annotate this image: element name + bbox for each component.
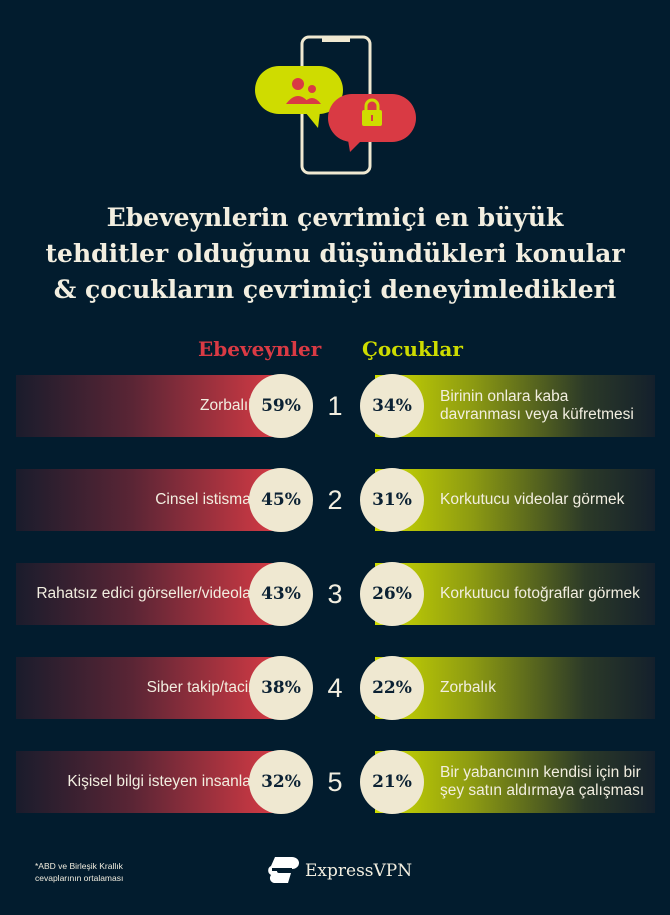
child-value: 21% [360,750,424,814]
parent-value: 43% [249,562,313,626]
parent-label: Rahatsız edici görseller/videolar [36,585,256,602]
page-title: Ebeveynlerin çevrimiçi en büyük tehditle… [0,200,670,308]
rank-number: 5 [327,767,343,797]
footnote-line: *ABD ve Birleşik Krallık [35,861,123,871]
parent-bar [16,751,274,813]
parent-value: 32% [249,750,313,814]
child-label: Korkutucu fotoğraflar görmek [440,584,640,602]
parent-value: 45% [249,468,313,532]
parent-value: 38% [249,656,313,720]
parent-label: Zorbalık [200,397,256,414]
lock-chat-bubble-icon [328,94,416,152]
parent-bar [16,469,274,531]
rank-number: 3 [327,579,343,609]
parent-bar [16,563,274,625]
child-value: 26% [360,562,424,626]
child-value: 22% [360,656,424,720]
rank-number: 1 [327,391,343,421]
phone-chat-illustration [255,35,416,175]
expressvpn-logo-icon [268,857,299,883]
parent-label: Kişisel bilgi isteyen insanlar [67,773,256,790]
child-label: Bir yabancının kendisi için bir şey satı… [440,763,645,800]
footnote: *ABD ve Birleşik Krallık cevaplarının or… [35,860,123,884]
parent-bar [16,657,274,719]
brand-name: ExpressVPN [305,861,413,881]
child-label: Zorbalık [440,678,496,696]
people-chat-bubble-icon [255,66,343,128]
child-value: 34% [360,374,424,438]
footnote-line: cevaplarının ortalaması [35,873,124,883]
child-label: Korkutucu videolar görmek [440,490,625,508]
title-line: & çocukların çevrimiçi deneyimledikleri [53,275,617,304]
child-label: Birinin onlara kaba davranması veya küfr… [440,387,634,424]
parent-value: 59% [249,374,313,438]
parents-column-header: Ebeveynler [198,337,322,361]
parent-label: Cinsel istismar [155,491,256,508]
parent-bar [16,375,274,437]
title-line: Ebeveynlerin çevrimiçi en büyük [106,203,564,232]
child-value: 31% [360,468,424,532]
rank-number: 2 [327,485,343,515]
rank-number: 4 [327,673,343,703]
title-line: tehditler olduğunu düşündükleri konular [45,239,625,268]
children-column-header: Çocuklar [362,337,463,361]
parent-label: Siber takip/taciz [146,679,256,696]
